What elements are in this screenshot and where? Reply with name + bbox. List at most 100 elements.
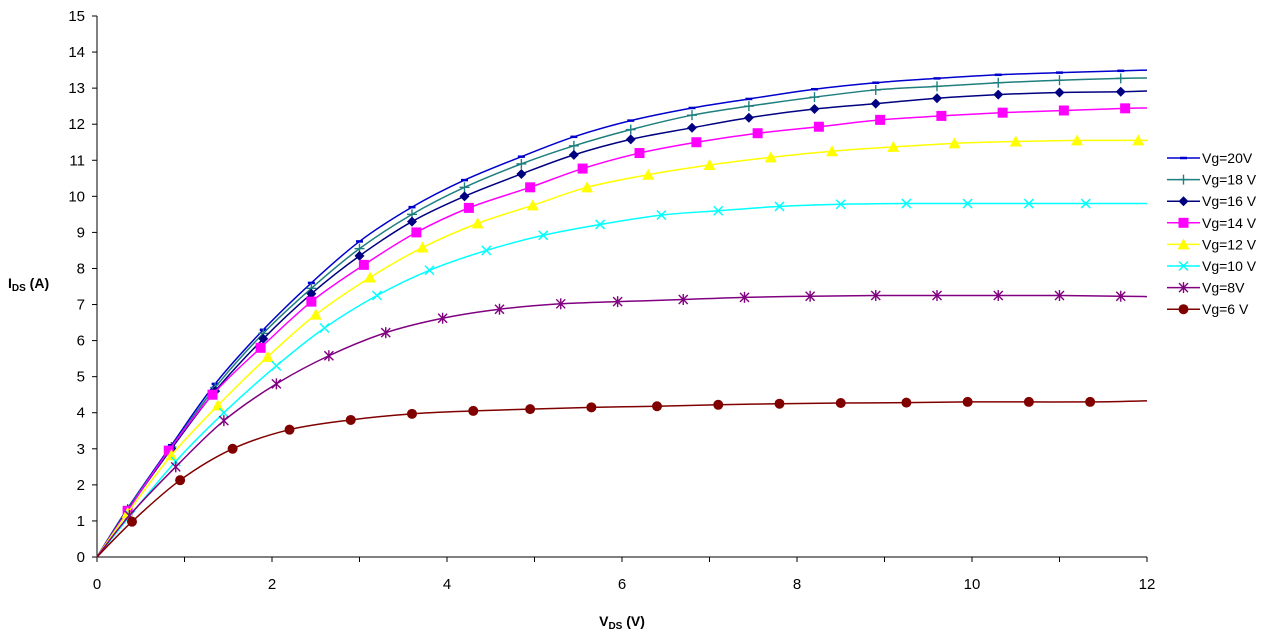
legend-item: Vg=6 V (1167, 301, 1249, 317)
data-point (1178, 174, 1189, 185)
data-point (358, 259, 369, 270)
data-point (809, 92, 820, 103)
data-point (218, 415, 229, 427)
x-tick-label: 12 (1139, 576, 1156, 593)
data-point (764, 151, 777, 163)
y-tick-label: 1 (77, 513, 85, 530)
data-point (323, 350, 334, 362)
x-tick-label: 8 (793, 576, 801, 593)
data-point (703, 158, 716, 170)
x-tick-label: 10 (964, 576, 981, 593)
legend-label: Vg=12 V (1202, 236, 1257, 252)
data-point (175, 475, 186, 486)
data-point (932, 81, 942, 92)
data-point (284, 424, 295, 435)
data-point (691, 137, 702, 148)
data-point (437, 312, 448, 324)
data-point (936, 110, 947, 121)
y-tick-label: 6 (77, 333, 85, 350)
data-point (538, 230, 549, 241)
x-axis-ticks: 0 2 4 6 8 10 12 (93, 557, 1156, 593)
data-point (1178, 217, 1189, 228)
data-point (577, 163, 588, 174)
data-point (713, 399, 724, 410)
legend-item: Vg=10 V (1167, 258, 1257, 274)
data-point (1115, 86, 1126, 97)
series-vg-6-v (96, 396, 1148, 558)
data-point (459, 191, 470, 202)
data-point (901, 397, 912, 408)
series-layer (96, 69, 1148, 558)
series-line (96, 202, 1147, 558)
data-point (261, 350, 274, 362)
data-point (463, 202, 474, 213)
data-point (309, 308, 322, 320)
data-point (1009, 135, 1022, 147)
data-point (255, 342, 266, 353)
x-axis-title: VDS (V) (599, 613, 645, 632)
data-point (481, 245, 492, 256)
data-point (581, 181, 593, 193)
y-tick-label: 10 (68, 188, 85, 205)
data-point (875, 114, 886, 125)
series-vg-18-v (96, 73, 1148, 558)
data-point (932, 93, 942, 104)
data-point (1177, 238, 1190, 250)
legend-item: Vg=18 V (1167, 172, 1257, 188)
data-point (1120, 103, 1131, 114)
legend-label: Vg=18 V (1202, 172, 1257, 188)
data-point (1054, 75, 1065, 86)
legend-item: Vg=16 V (1167, 193, 1257, 209)
data-point (993, 77, 1004, 88)
data-point (774, 398, 785, 409)
legend-label: Vg=6 V (1202, 301, 1249, 317)
data-point (887, 140, 900, 152)
data-point (870, 98, 881, 109)
data-point (471, 217, 484, 229)
y-tick-label: 15 (68, 8, 85, 25)
data-point (271, 378, 282, 390)
data-point (932, 290, 942, 302)
data-point (411, 227, 422, 238)
data-point (1178, 282, 1189, 294)
data-point (227, 443, 238, 454)
series-line (96, 77, 1148, 558)
data-point (901, 198, 912, 209)
y-tick-label: 14 (68, 44, 85, 61)
data-point (870, 290, 881, 302)
series-line (96, 400, 1148, 558)
data-point (612, 296, 623, 308)
data-point (656, 210, 667, 221)
legend: Vg=20V Vg=18 V Vg=16 V Vg=14 V Vg=12 V Vg=10 … (1167, 150, 1257, 317)
x-tick-label: 0 (93, 576, 101, 593)
data-point (207, 389, 218, 400)
y-tick-label: 13 (68, 80, 85, 97)
data-point (211, 399, 224, 411)
data-point (713, 205, 724, 216)
data-point (380, 327, 391, 339)
y-tick-label: 8 (77, 260, 85, 277)
series-line (96, 90, 1148, 558)
data-point (809, 104, 820, 115)
y-tick-label: 5 (77, 369, 85, 386)
data-point (752, 128, 763, 139)
y-tick-label: 12 (68, 116, 85, 133)
data-point (516, 168, 527, 179)
x-tick-label: 6 (618, 576, 626, 593)
data-point (1023, 396, 1034, 407)
data-point (271, 360, 282, 371)
y-tick-label: 0 (77, 549, 85, 566)
data-point (743, 112, 754, 123)
legend-item: Vg=8V (1167, 280, 1245, 296)
series-line (96, 107, 1148, 558)
data-point (625, 124, 636, 135)
legend-label: Vg=20V (1202, 150, 1253, 166)
x-tick-label: 2 (268, 576, 276, 593)
data-point (1115, 290, 1126, 302)
series-vg-8v (96, 290, 1148, 558)
data-point (1085, 396, 1096, 407)
series-vg-12-v (96, 134, 1148, 558)
data-point (568, 140, 579, 151)
